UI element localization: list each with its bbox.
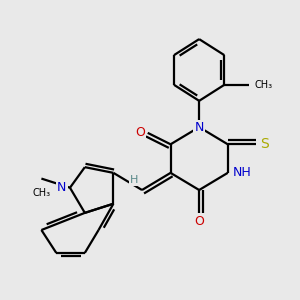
Text: O: O bbox=[194, 215, 204, 228]
Text: CH₃: CH₃ bbox=[32, 188, 50, 198]
Text: CH₃: CH₃ bbox=[254, 80, 272, 90]
Text: H: H bbox=[130, 175, 139, 185]
Text: N: N bbox=[194, 121, 204, 134]
Text: NH: NH bbox=[232, 167, 251, 179]
Text: O: O bbox=[136, 126, 146, 140]
Text: S: S bbox=[260, 137, 268, 151]
Text: N: N bbox=[57, 181, 67, 194]
